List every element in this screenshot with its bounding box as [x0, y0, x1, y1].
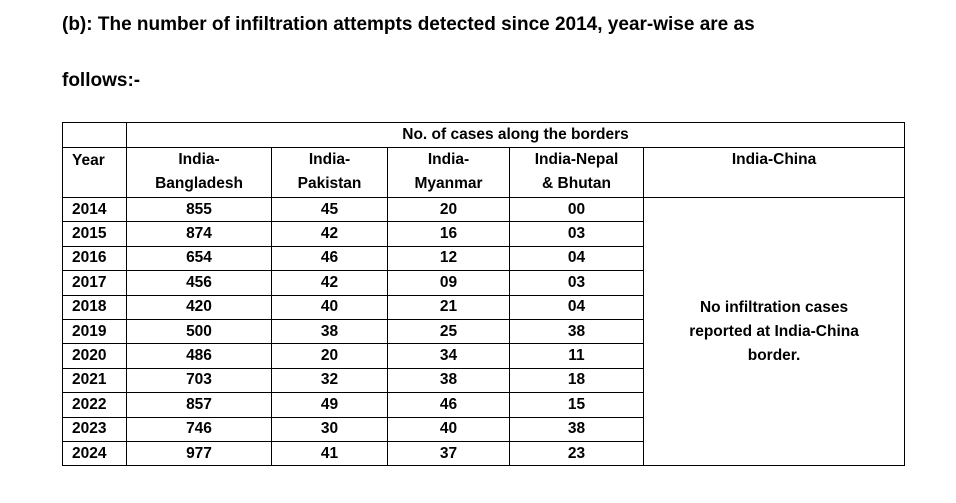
cell-bangladesh: 746 [126, 416, 272, 442]
column-header-myanmar-line1: India- [427, 151, 470, 168]
table-row: 2014 855 45 20 00 No infiltration cases report… [62, 196, 906, 467]
column-header-nepal-line2: & Bhutan [542, 175, 611, 192]
china-note-line-1: No infiltration cases [699, 298, 849, 316]
cell-bangladesh: 456 [126, 270, 272, 296]
cell-nepal: 03 [509, 221, 644, 247]
cell-year: 2020 [62, 343, 127, 369]
cell-bangladesh: 486 [126, 343, 272, 369]
cell-pakistan: 45 [271, 196, 388, 223]
cell-myanmar: 46 [387, 392, 510, 418]
column-header-nepal-line1: India-Nepal [534, 151, 619, 168]
table-row: 2019 500 38 25 38 [62, 318, 905, 345]
cell-nepal: 00 [509, 196, 644, 223]
china-note-line-2: reported at India-China [689, 322, 859, 340]
table-row: 2017 456 42 09 03 [62, 270, 905, 296]
heading-line-1: (b): The number of infiltration attempts… [62, 14, 755, 35]
column-header-bangladesh-line2: Bangladesh [155, 175, 243, 192]
cell-year: 2018 [62, 294, 127, 320]
china-note-cell: No infiltration cases reported at India-C… [642, 196, 906, 467]
cell-myanmar: 34 [387, 343, 510, 369]
cell-bangladesh: 703 [126, 367, 272, 394]
table-row: 2015 874 42 16 03 [62, 221, 905, 247]
cell-pakistan: 32 [271, 367, 388, 394]
cell-year: 2019 [62, 318, 127, 345]
infiltration-table: No. of cases along the borders Year Indi… [62, 122, 906, 467]
table-row: 2018 420 40 21 04 [62, 294, 905, 320]
column-header-bangladesh-line1: India- [178, 151, 220, 168]
cell-year: 2015 [62, 221, 127, 247]
column-header-bangladesh: India- Bangladesh [126, 147, 272, 198]
cell-year: 2014 [62, 196, 127, 223]
cell-bangladesh: 977 [126, 440, 272, 467]
cell-bangladesh: 857 [126, 392, 272, 418]
cell-year: 2022 [62, 392, 127, 418]
cell-pakistan: 46 [271, 245, 388, 272]
cell-nepal: 04 [509, 294, 644, 320]
cell-year: 2024 [62, 440, 127, 467]
cell-pakistan: 30 [271, 416, 388, 442]
cell-bangladesh: 654 [126, 245, 272, 272]
cell-myanmar: 37 [387, 440, 510, 467]
cell-myanmar: 21 [387, 294, 510, 320]
cell-nepal: 23 [509, 440, 644, 467]
cell-year: 2021 [62, 367, 127, 394]
cell-myanmar: 40 [387, 416, 510, 442]
cell-nepal: 11 [509, 343, 644, 369]
cell-pakistan: 49 [271, 392, 388, 418]
column-header-nepal-bhutan: India-Nepal & Bhutan [509, 147, 644, 198]
cell-nepal: 15 [509, 392, 644, 418]
cell-year: 2016 [62, 245, 127, 272]
table-row: 2022 857 49 46 15 [62, 392, 905, 418]
table-row: 2024 977 41 37 23 [62, 440, 905, 467]
cell-pakistan: 42 [271, 270, 388, 296]
column-header-china: India-China [642, 147, 906, 198]
cell-year: 2017 [62, 270, 127, 296]
column-header-pakistan-line1: India- [308, 151, 351, 168]
table-row: 2021 703 32 38 18 [62, 367, 905, 394]
column-header-year: Year [62, 147, 127, 198]
column-header-myanmar: India- Myanmar [387, 147, 510, 198]
cell-pakistan: 42 [271, 221, 388, 247]
cell-pakistan: 20 [271, 343, 388, 369]
cell-pakistan: 40 [271, 294, 388, 320]
cell-nepal: 38 [509, 416, 644, 442]
table-row: 2020 486 20 34 11 [62, 343, 905, 369]
cell-bangladesh: 500 [126, 318, 272, 345]
column-header-myanmar-line2: Myanmar [414, 175, 483, 192]
table-row: 2023 746 30 40 38 [62, 416, 905, 442]
china-note-line-3: border. [747, 346, 801, 364]
cell-nepal: 38 [509, 318, 644, 345]
cell-myanmar: 16 [387, 221, 510, 247]
cell-myanmar: 12 [387, 245, 510, 272]
heading-line-2: follows:- [62, 70, 141, 91]
cell-bangladesh: 420 [126, 294, 272, 320]
cell-year: 2023 [62, 416, 127, 442]
group-header: No. of cases along the borders [125, 122, 906, 148]
header-blank-cell [62, 122, 127, 148]
cell-myanmar: 20 [387, 196, 510, 223]
cell-pakistan: 38 [271, 318, 388, 345]
column-header-pakistan-line2: Pakistan [297, 175, 362, 192]
cell-myanmar: 38 [387, 367, 510, 394]
cell-myanmar: 09 [387, 270, 510, 296]
cell-nepal: 18 [509, 367, 644, 394]
cell-pakistan: 41 [271, 440, 388, 467]
cell-bangladesh: 874 [126, 221, 272, 247]
column-header-pakistan: India- Pakistan [271, 147, 388, 198]
cell-bangladesh: 855 [126, 196, 272, 223]
cell-nepal: 04 [509, 245, 644, 272]
table-row: 2016 654 46 12 04 [62, 245, 905, 272]
cell-nepal: 03 [509, 270, 644, 296]
cell-myanmar: 25 [387, 318, 510, 345]
